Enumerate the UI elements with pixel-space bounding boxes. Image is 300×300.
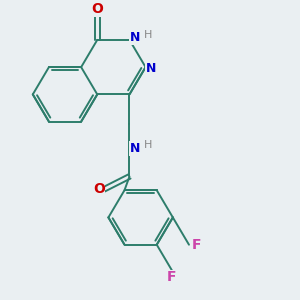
Text: O: O xyxy=(93,182,105,196)
Text: F: F xyxy=(167,270,176,284)
Text: H: H xyxy=(143,30,152,40)
Text: N: N xyxy=(130,31,140,44)
Text: N: N xyxy=(130,142,140,155)
Text: N: N xyxy=(146,62,156,75)
Text: H: H xyxy=(143,140,152,150)
Text: F: F xyxy=(191,238,201,252)
Text: O: O xyxy=(91,2,103,16)
